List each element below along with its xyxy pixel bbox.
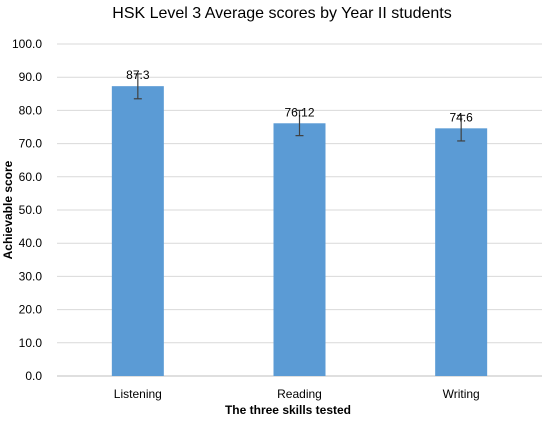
y-tick-label: 50.0 xyxy=(19,203,43,217)
error-bar-reading xyxy=(295,109,304,137)
bar-writing xyxy=(435,128,488,376)
y-tick-label: 100.0 xyxy=(12,37,42,51)
x-axis-title: The three skills tested xyxy=(225,403,351,417)
bar-listening xyxy=(111,86,164,376)
y-axis-ticks: 0.0 10.0 20.0 30.0 40.0 50.0 60.0 70.0 80.0 90.0 1… xyxy=(12,37,42,383)
y-tick-label: 0.0 xyxy=(25,369,42,383)
data-label: 74.6 xyxy=(449,110,473,124)
error-bar-listening xyxy=(133,73,142,100)
y-tick-label: 60.0 xyxy=(19,170,43,184)
bar-reading xyxy=(273,123,326,376)
x-axis-categories: Listening Reading Writing xyxy=(114,387,480,401)
error-bars xyxy=(133,73,466,142)
y-tick-label: 10.0 xyxy=(19,336,43,350)
y-tick-label: 80.0 xyxy=(19,103,43,117)
y-tick-label: 90.0 xyxy=(19,70,43,84)
data-labels: 87.3 76.12 74.6 xyxy=(126,68,473,124)
x-category-label: Reading xyxy=(277,387,322,401)
y-tick-label: 20.0 xyxy=(19,303,43,317)
y-axis-title: Achievable score xyxy=(1,160,15,259)
error-bar-writing xyxy=(457,114,466,142)
y-tick-label: 70.0 xyxy=(19,137,43,151)
bars xyxy=(111,86,488,376)
data-label: 87.3 xyxy=(126,68,150,82)
data-label: 76.12 xyxy=(284,105,314,119)
x-category-label: Listening xyxy=(114,387,162,401)
x-category-label: Writing xyxy=(443,387,480,401)
y-tick-label: 30.0 xyxy=(19,269,43,283)
chart-title: HSK Level 3 Average scores by Year II st… xyxy=(112,5,451,22)
y-tick-label: 40.0 xyxy=(19,236,43,250)
